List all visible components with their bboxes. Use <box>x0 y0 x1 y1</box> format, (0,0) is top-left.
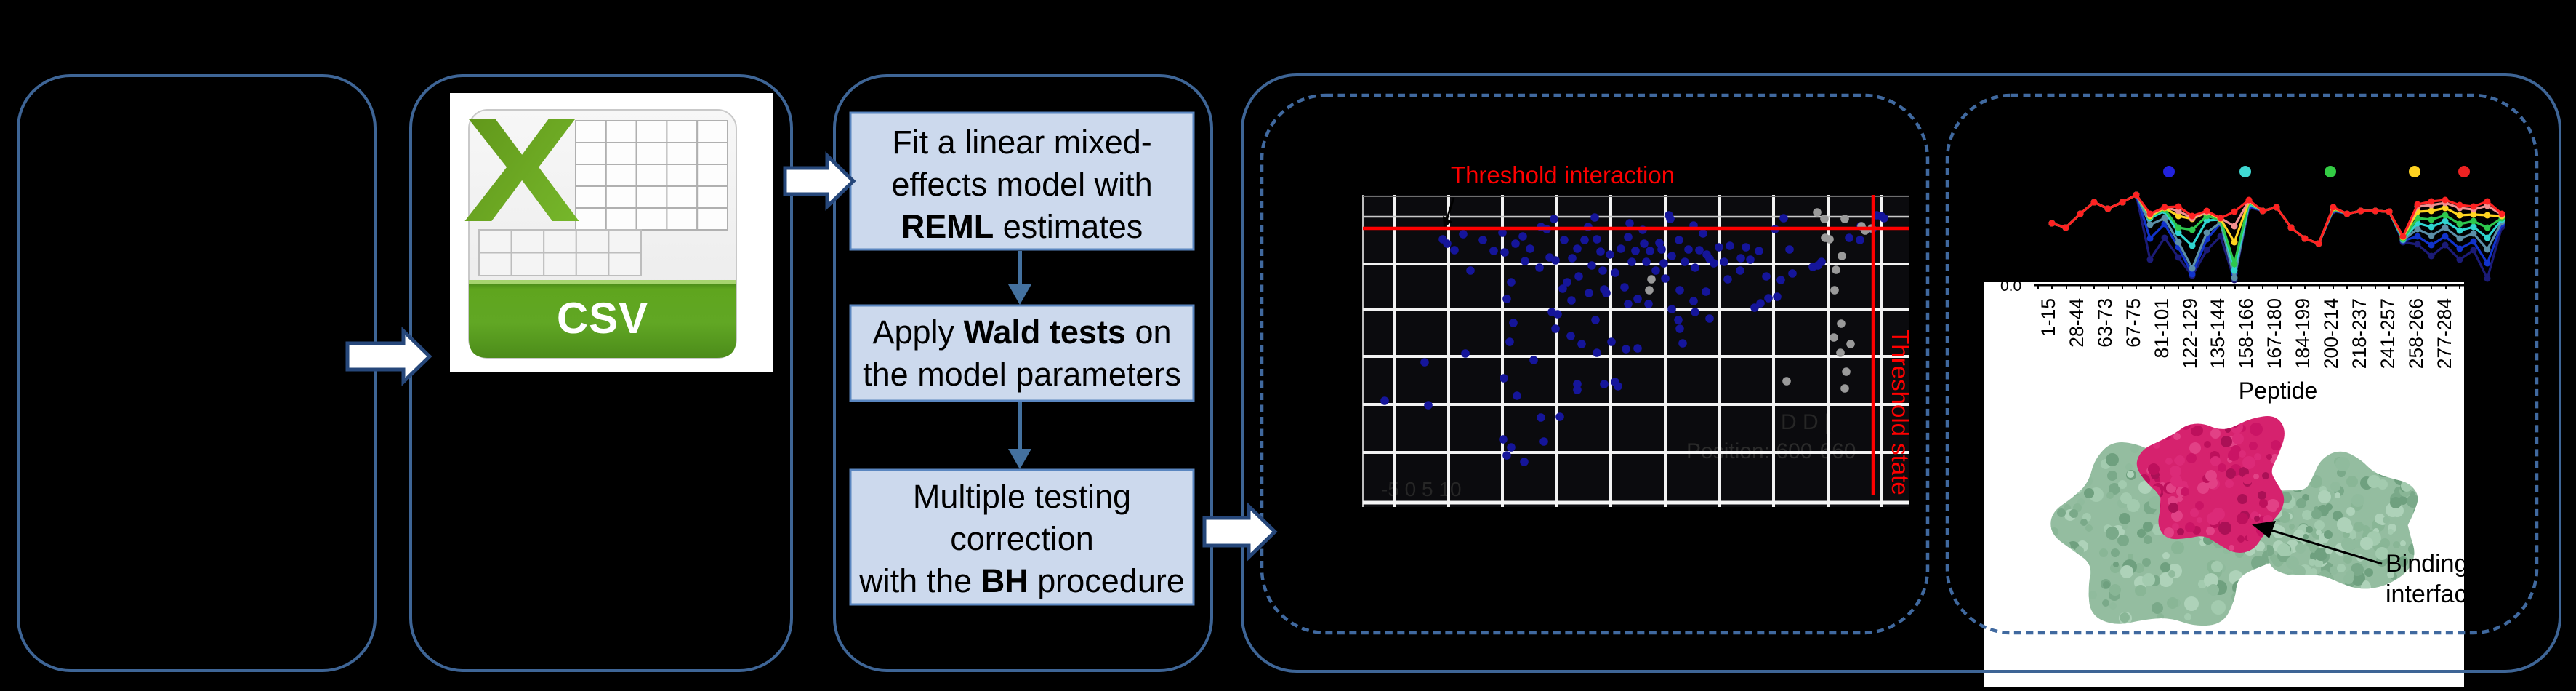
svg-text:122-129: 122-129 <box>2179 298 2201 369</box>
svg-text:Apply Wald tests on: Apply Wald tests on <box>872 313 1171 351</box>
svg-text:with the BH procedure: with the BH procedure <box>858 562 1185 599</box>
svg-text:67-75: 67-75 <box>2122 298 2144 348</box>
svg-text:184-199: 184-199 <box>2292 298 2314 369</box>
svg-text:CSV: CSV <box>557 294 648 343</box>
svg-text:200-214: 200-214 <box>2320 298 2342 369</box>
svg-text:Threshold interaction: Threshold interaction <box>1451 161 1675 188</box>
svg-text:135-144: 135-144 <box>2207 298 2229 369</box>
svg-text:Peptide: Peptide <box>2239 378 2318 404</box>
svg-text:effects model with: effects model with <box>891 166 1152 203</box>
svg-text:Multiple testing: Multiple testing <box>913 478 1131 515</box>
svg-text:158-166: 158-166 <box>2235 298 2257 369</box>
svg-text:1-15: 1-15 <box>2037 298 2059 337</box>
svg-text:D D [: D D [ <box>1781 410 1831 434</box>
svg-text:241-257: 241-257 <box>2377 298 2399 369</box>
svg-text:the model parameters: the model parameters <box>863 356 1181 393</box>
svg-text:X: X <box>463 86 580 252</box>
svg-text:81-101: 81-101 <box>2151 298 2173 359</box>
svg-text:0.0: 0.0 <box>2000 278 2021 295</box>
svg-text:258-266: 258-266 <box>2405 298 2427 369</box>
svg-text:Threshold state: Threshold state <box>1887 329 1914 495</box>
svg-text:167-180: 167-180 <box>2263 298 2285 369</box>
svg-text:interface: interface <box>2386 580 2480 608</box>
svg-text:63-73: 63-73 <box>2094 298 2116 348</box>
svg-text:277-284: 277-284 <box>2434 298 2455 369</box>
svg-text:Binding: Binding <box>2386 550 2468 578</box>
svg-text:218-237: 218-237 <box>2348 298 2370 369</box>
svg-text:correction: correction <box>950 520 1094 557</box>
svg-text:REML estimates: REML estimates <box>901 208 1143 245</box>
svg-text:Fit a linear mixed-: Fit a linear mixed- <box>892 124 1152 161</box>
svg-text:28-44: 28-44 <box>2066 298 2088 348</box>
